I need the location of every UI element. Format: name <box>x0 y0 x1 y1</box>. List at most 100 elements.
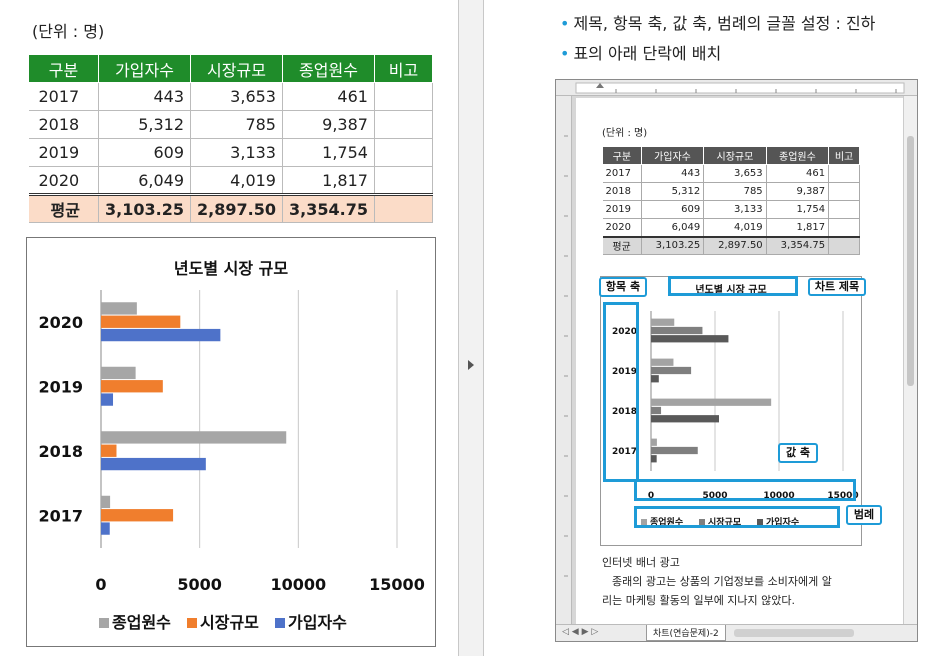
table-cell: 9,387 <box>282 110 375 139</box>
bar-종업원수 <box>651 358 674 366</box>
table-cell: 3,354.75 <box>282 193 375 223</box>
horizontal-scrollbar[interactable] <box>734 629 854 637</box>
table-cell <box>828 218 860 237</box>
vertical-ruler[interactable] <box>556 96 572 626</box>
table-cell <box>828 182 860 201</box>
table-cell <box>828 235 860 255</box>
table-header-cell: 시장규모 <box>190 54 283 83</box>
legend-swatch <box>275 618 285 628</box>
doc-unit-label: (단위 : 명) <box>602 128 648 139</box>
category-axis-highlight <box>603 302 639 482</box>
table-header-cell: 종업원수 <box>281 54 375 83</box>
table-cell <box>374 138 434 167</box>
table-cell: 4,019 <box>703 218 767 237</box>
table-cell: 443 <box>641 164 705 183</box>
table-header-cell: 비고 <box>373 54 434 83</box>
table-avg-row: 평균 3,103.25 2,897.50 3,354.75 <box>602 235 860 255</box>
bullet-text: 제목, 항목 축, 값 축, 범례의 글꼴 설정 : 진하 <box>573 14 876 33</box>
table-header-cell: 구분 <box>27 54 100 83</box>
doc-bar-chart[interactable]: 년도별 시장 규모 0 5000 10000 15000 2017 2018 2019 2020… <box>600 276 862 546</box>
x-tick-label: 10000 <box>270 575 326 594</box>
document-page[interactable]: (단위 : 명) 구분 가입자수 시장규모 종업원수 비고 2017 443 3… <box>576 98 904 626</box>
bar-chart[interactable]: 년도별 시장 규모 0 5000 10000 15000 2017 2018 2019 2020… <box>26 237 436 647</box>
table-header-row: 구분 가입자수 시장규모 종업원수 비고 <box>27 54 434 83</box>
left-page: (단위 : 명) 구분 가입자수 시장규모 종업원수 비고 2017 443 3… <box>0 0 458 656</box>
y-category-label: 2020 <box>38 313 83 332</box>
table-cell: 2018 <box>28 110 100 139</box>
table-row: 2018 5,312 785 9,387 <box>28 110 434 139</box>
bar-시장규모 <box>651 366 692 375</box>
legend-swatch <box>99 618 109 628</box>
table-cell: 461 <box>766 164 830 183</box>
bar-가입자수 <box>651 415 719 423</box>
table-cell: 785 <box>190 110 283 139</box>
word-processor-window[interactable]: (단위 : 명) 구분 가입자수 시장규모 종업원수 비고 2017 443 3… <box>555 79 918 642</box>
bar-종업원수 <box>101 366 136 380</box>
table-cell: 3,653 <box>190 82 283 111</box>
page-nav-icon[interactable]: ◁ ◀ ▶ ▷ <box>562 627 599 637</box>
tab-sheet[interactable]: 차트(연습문제)-2 <box>646 625 726 641</box>
table-avg-row: 평균 3,103.25 2,897.50 3,354.75 <box>28 193 434 223</box>
x-tick-label: 0 <box>648 491 654 501</box>
table-row: 2020 6,049 4,019 1,817 <box>28 166 434 195</box>
vertical-scrollbar[interactable] <box>903 96 917 626</box>
expand-arrow-icon[interactable] <box>468 360 474 370</box>
table-cell: 2020 <box>602 218 642 237</box>
table-header-cell: 구분 <box>602 146 642 165</box>
x-tick-label: 0 <box>95 575 106 594</box>
legend-swatch <box>187 618 197 628</box>
table-cell: 1,754 <box>282 138 375 167</box>
table-cell: 2017 <box>28 82 100 111</box>
table-cell: 1,817 <box>282 166 375 195</box>
table-cell: 2017 <box>602 164 642 183</box>
table-cell: 3,354.75 <box>766 235 830 255</box>
table-header-cell: 비고 <box>828 146 860 165</box>
pane-divider[interactable] <box>458 0 484 656</box>
bar-chart-svg: 년도별 시장 규모 0 5000 10000 15000 2017 2018 2019 2020… <box>38 259 425 632</box>
bar-시장규모 <box>101 315 181 328</box>
table-cell: 2019 <box>28 138 100 167</box>
table-cell: 평균 <box>602 235 642 255</box>
bullet-item: • 표의 아래 단락에 배치 <box>560 40 721 64</box>
table-header-cell: 가입자수 <box>640 146 705 165</box>
y-category-label: 2018 <box>38 442 83 461</box>
table-cell: 6,049 <box>98 166 191 195</box>
table-cell: 609 <box>641 200 705 219</box>
table-header-cell: 시장규모 <box>703 146 767 165</box>
bar-시장규모 <box>101 444 117 457</box>
table-cell: 5,312 <box>98 110 191 139</box>
y-category-label: 2019 <box>612 367 637 377</box>
table-cell: 3,653 <box>703 164 767 183</box>
legend-swatch <box>699 519 705 525</box>
bar-종업원수 <box>101 495 111 509</box>
x-tick-label: 5000 <box>702 491 727 501</box>
legend-label: 시장규모 <box>200 613 259 632</box>
table-cell: 6,049 <box>641 218 705 237</box>
legend-highlight <box>634 506 840 528</box>
table-header-row: 구분 가입자수 시장규모 종업원수 비고 <box>602 146 860 165</box>
horizontal-ruler[interactable] <box>556 80 917 96</box>
table-cell: 5,312 <box>641 182 705 201</box>
table-row: 2017 443 3,653 461 <box>28 82 434 111</box>
category-axis-callout: 항목 축 <box>599 277 647 297</box>
x-tick-label: 5000 <box>177 575 222 594</box>
bar-가입자수 <box>101 393 114 406</box>
value-axis-highlight <box>634 479 856 501</box>
chart-title: 년도별 시장 규모 <box>695 283 766 296</box>
table-cell: 3,133 <box>190 138 283 167</box>
table-header-cell: 종업원수 <box>765 146 830 165</box>
value-axis-callout: 값 축 <box>778 443 818 463</box>
bullet-icon: • <box>560 44 570 63</box>
x-tick-label: 15000 <box>827 491 858 501</box>
table-header-cell: 가입자수 <box>98 54 191 83</box>
chart-title-callout: 차트 제목 <box>808 278 866 296</box>
bar-시장규모 <box>651 406 662 415</box>
y-category-label: 2018 <box>612 407 637 417</box>
chart-title: 년도별 시장 규모 <box>174 259 288 278</box>
legend-callout: 범례 <box>846 505 882 525</box>
paragraph-title: 인터넷 배너 광고 <box>602 556 680 569</box>
scrollbar-thumb[interactable] <box>907 136 914 386</box>
x-tick-label: 15000 <box>369 575 425 594</box>
table-cell: 461 <box>282 82 375 111</box>
doc-bar-chart-svg: 년도별 시장 규모 0 5000 10000 15000 2017 2018 2019 2020… <box>612 283 859 528</box>
